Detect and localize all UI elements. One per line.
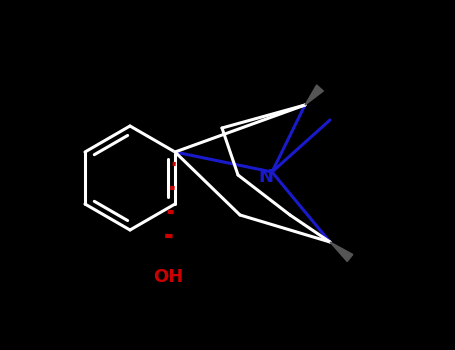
Polygon shape: [305, 85, 324, 105]
Text: N: N: [258, 168, 273, 186]
Text: OH: OH: [153, 268, 183, 286]
Polygon shape: [330, 242, 353, 261]
